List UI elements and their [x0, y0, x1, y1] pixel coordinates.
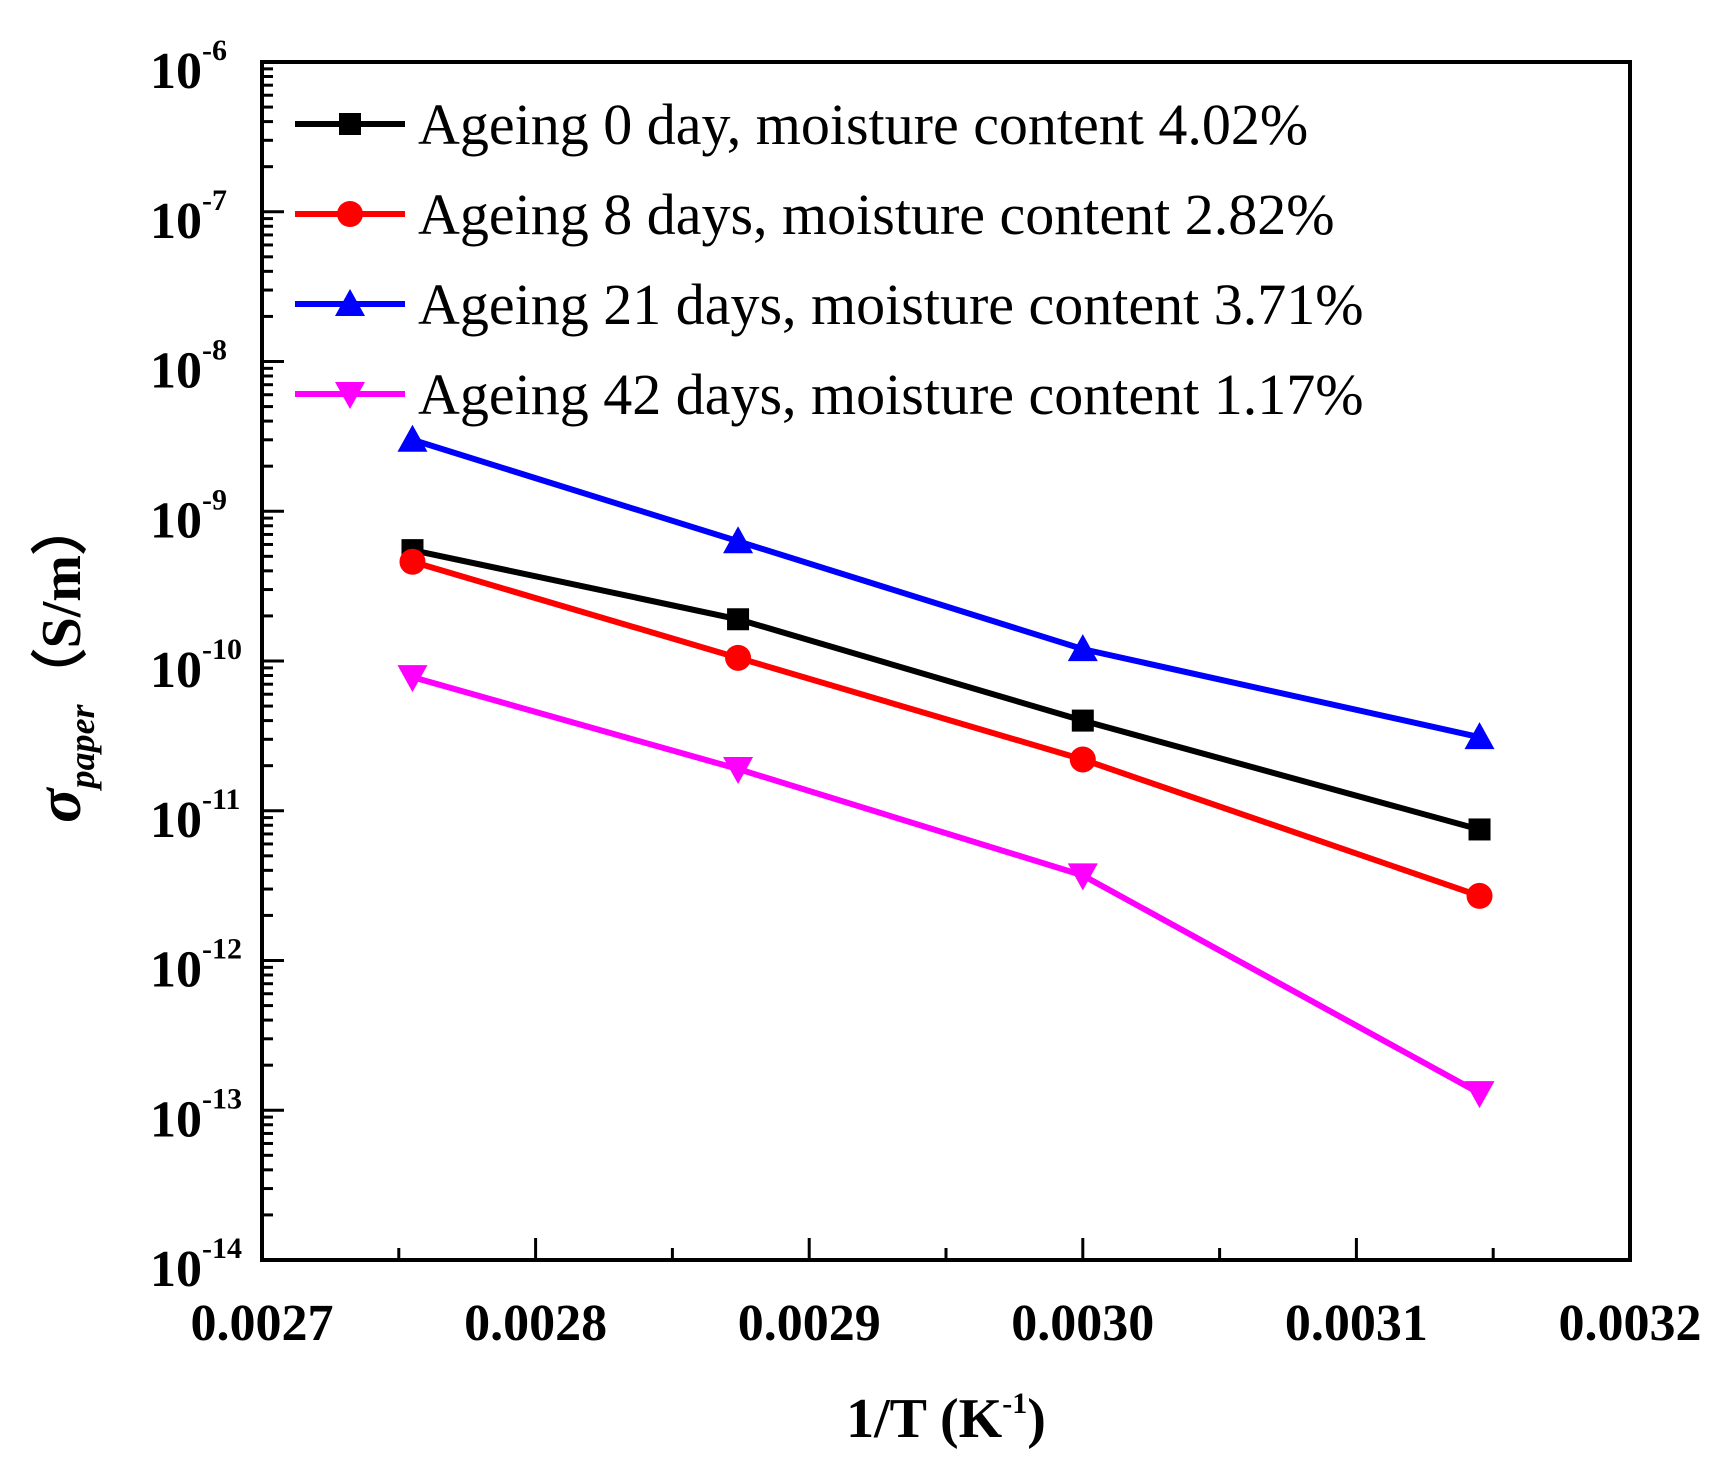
series-point — [397, 665, 428, 693]
series — [397, 424, 1495, 750]
series-point — [1468, 818, 1491, 841]
series-point — [335, 289, 365, 316]
y-tick-label: 10-14 — [150, 1232, 242, 1298]
legend: Ageing 0 day, moisture content 4.02% Agei… — [295, 92, 1364, 427]
legend-item: Ageing 0 day, moisture content 4.02% — [295, 92, 1308, 157]
x-tick-label: 0.0028 — [464, 1295, 607, 1352]
x-tick-label: 0.0030 — [1011, 1295, 1154, 1352]
y-tick-label: 10-7 — [150, 184, 227, 250]
series-layer — [397, 424, 1495, 1109]
series-point — [1464, 1081, 1495, 1109]
x-tick-label: 0.0031 — [1285, 1295, 1428, 1352]
series-point — [1069, 746, 1096, 773]
series-line — [411, 558, 1481, 899]
y-tick-label: 10-12 — [150, 933, 242, 999]
y-tick-label: 10-9 — [150, 483, 227, 549]
x-axis-title: 1/T (K-1) — [846, 1387, 1046, 1450]
series-point — [339, 113, 361, 135]
legend-label: Ageing 42 days, moisture content 1.17% — [418, 362, 1364, 427]
series — [399, 548, 1493, 909]
series-point — [723, 526, 754, 554]
series-point — [1466, 882, 1493, 909]
series-line — [411, 436, 1481, 741]
y-tick-label: 10-8 — [150, 334, 227, 400]
series-point — [1464, 722, 1495, 750]
legend-item: Ageing 42 days, moisture content 1.17% — [295, 362, 1364, 427]
series-point — [723, 757, 754, 785]
series-line — [411, 547, 1481, 833]
legend-item: Ageing 8 days, moisture content 2.82% — [295, 182, 1335, 247]
series-point — [335, 382, 365, 409]
series-point — [397, 424, 428, 452]
series-point — [1067, 634, 1098, 662]
y-tick-label: 10-6 — [150, 34, 227, 100]
y-tick-label: 10-11 — [150, 783, 240, 849]
y-tick-labels: 10-14 10-13 10-12 10-11 10-10 10-9 10-8 10-7 10-… — [150, 34, 242, 1298]
legend-item: Ageing 21 days, moisture content 3.71% — [295, 272, 1364, 337]
legend-label: Ageing 8 days, moisture content 2.82% — [418, 182, 1335, 247]
series-point — [727, 608, 750, 631]
series-point — [1067, 863, 1098, 891]
y-tick-label: 10-13 — [150, 1082, 242, 1148]
y-tick-label: 10-10 — [150, 633, 242, 699]
legend-label: Ageing 0 day, moisture content 4.02% — [418, 92, 1308, 157]
x-tick-label: 0.0027 — [191, 1295, 334, 1352]
plot-frame — [260, 60, 1632, 1262]
series — [401, 539, 1491, 841]
series-point — [725, 644, 752, 671]
x-tick-labels: 0.0027 0.0028 0.0029 0.0030 0.0031 0.0032 — [191, 1295, 1702, 1352]
series-point — [399, 548, 426, 575]
series-line — [411, 674, 1481, 1096]
series-point — [337, 201, 363, 227]
legend-label: Ageing 21 days, moisture content 3.71% — [418, 272, 1364, 337]
x-tick-label: 0.0032 — [1559, 1295, 1702, 1352]
y-axis-title: σpaper（S/m） — [23, 499, 102, 823]
x-tick-label: 0.0029 — [738, 1295, 881, 1352]
series — [397, 665, 1495, 1109]
series-point — [1071, 709, 1094, 732]
